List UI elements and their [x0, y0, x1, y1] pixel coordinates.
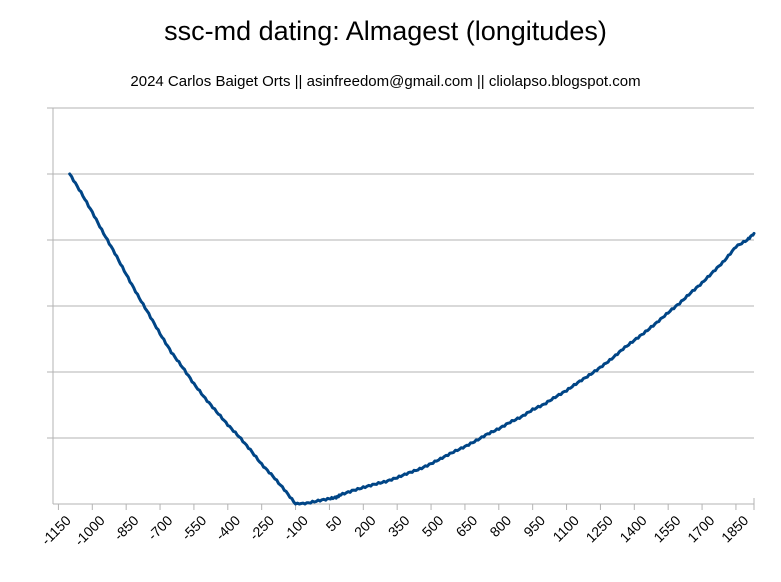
x-tick-label: 500 — [419, 512, 447, 540]
x-tick-label: 950 — [520, 512, 548, 540]
x-tick-label: 1250 — [583, 512, 616, 545]
x-tick-label: 800 — [486, 512, 514, 540]
x-tick-label: 1100 — [549, 512, 582, 545]
x-tick-label: 1850 — [718, 512, 751, 545]
x-tick-label: 1700 — [684, 512, 717, 545]
chart-title: ssc-md dating: Almagest (longitudes) — [164, 16, 607, 46]
x-tick-label: 650 — [453, 512, 481, 540]
gridlines — [47, 107, 754, 439]
x-tick-label: -100 — [280, 512, 311, 543]
x-tick-label: 350 — [385, 512, 413, 540]
series-line — [68, 172, 756, 506]
x-tick-label: 200 — [351, 512, 379, 540]
x-tick-label: 1400 — [616, 512, 649, 545]
x-tick-label: -700 — [144, 512, 175, 543]
axes — [52, 108, 755, 510]
x-tick-label: -850 — [111, 512, 142, 543]
x-tick-label: -1000 — [71, 512, 108, 549]
x-tick-label: -550 — [178, 512, 209, 543]
x-tick-label: -1150 — [38, 512, 74, 548]
chart-subtitle: 2024 Carlos Baiget Orts || asinfreedom@g… — [130, 73, 641, 90]
series-group — [68, 172, 756, 506]
x-axis-ticks — [57, 504, 737, 510]
x-tick-label: -400 — [212, 512, 243, 543]
x-tick-label: 50 — [323, 512, 345, 534]
x-tick-label: 1550 — [650, 512, 683, 545]
x-axis-tick-labels: -1150-1000 -850 -700 -550 -400 -250 -100 50 200 3… — [38, 512, 752, 549]
x-tick-label: -250 — [246, 512, 277, 543]
